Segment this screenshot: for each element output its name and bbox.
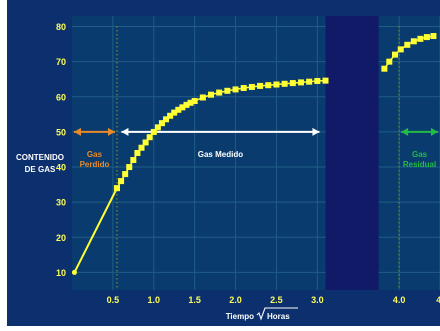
data-point (248, 83, 255, 90)
data-point (381, 65, 388, 72)
data-series (71, 33, 437, 275)
y-tick-label: 50 (56, 127, 66, 137)
x-tick-label: 0.5 (107, 295, 120, 305)
region-label-line1: Gas (412, 150, 428, 159)
data-point (171, 109, 178, 116)
region-arrowhead-right (431, 127, 438, 136)
x-tick-label: 4. (436, 295, 440, 305)
x-tick-label: 2.0 (229, 295, 242, 305)
region-label-line2: Residual (403, 160, 436, 169)
region-arrowhead-right (107, 127, 115, 136)
y-tick-label: 70 (56, 57, 66, 67)
x-tick-label: 4.0 (393, 295, 406, 305)
data-point (265, 82, 272, 89)
x-axis-title-radical: Horas (267, 312, 290, 321)
region-label-line1: Gas (87, 150, 103, 159)
data-point (430, 33, 437, 40)
data-point (423, 34, 430, 41)
data-point (118, 178, 125, 185)
x-tick-label: 1.0 (148, 295, 161, 305)
data-point (322, 77, 329, 84)
region-arrowhead-right (312, 127, 320, 136)
y-tick-labels: 10 20 30 40 50 60 70 80 (56, 22, 66, 278)
data-point (240, 85, 247, 92)
y-axis-title-line2: DE GAS (25, 165, 56, 174)
data-point (187, 99, 194, 106)
data-point (130, 157, 137, 164)
grid-lines (72, 16, 440, 290)
data-point (281, 80, 288, 87)
data-point (410, 38, 417, 45)
region-dividers (116, 26, 400, 290)
region-label-line2: Perdido (80, 160, 110, 169)
data-point (175, 106, 182, 113)
x-tick-label: 2.5 (270, 295, 283, 305)
x-axis-title-prefix: Tiempo (226, 312, 254, 321)
x-tick-label: 1.5 (188, 295, 201, 305)
y-axis-title-line1: CONTENIDO (16, 153, 64, 162)
data-point (224, 87, 231, 94)
data-point (146, 134, 153, 141)
x-tick-labels: 0.5 1.0 1.5 2.0 2.5 3.0 4.0 4. (107, 295, 440, 305)
data-point (154, 124, 161, 131)
data-point (216, 89, 223, 96)
data-point (142, 139, 149, 146)
data-point (150, 128, 157, 135)
region-label-line1: Gas Medido (198, 150, 243, 159)
data-point (257, 82, 264, 89)
data-point (417, 35, 424, 42)
region-arrowhead-left (401, 127, 409, 136)
data-point (208, 91, 215, 98)
data-point (138, 144, 145, 151)
region-arrowhead-left (121, 127, 129, 136)
data-point (126, 164, 133, 171)
y-tick-label: 80 (56, 22, 66, 32)
y-tick-label: 10 (56, 268, 66, 278)
data-point (297, 79, 304, 86)
data-point (122, 171, 129, 178)
data-point (183, 101, 190, 108)
data-point (404, 41, 411, 48)
data-point (314, 77, 321, 84)
data-point (386, 58, 393, 65)
data-point (113, 185, 120, 192)
data-point (158, 120, 165, 127)
y-tick-label: 30 (56, 198, 66, 208)
y-tick-label: 40 (56, 163, 66, 173)
data-point (199, 94, 206, 101)
data-point (289, 80, 296, 87)
gas-lost-line (73, 187, 118, 273)
y-tick-label: 20 (56, 233, 66, 243)
data-point (306, 78, 313, 85)
plot-area (72, 16, 440, 290)
data-point (134, 150, 141, 156)
square-root-sign (256, 307, 298, 321)
x-tick-label: 3.0 (311, 295, 324, 305)
data-point (397, 46, 404, 53)
y-tick-label: 60 (56, 92, 66, 102)
data-point (232, 86, 239, 93)
axis-break-band (325, 16, 379, 290)
data-point (163, 116, 170, 123)
data-point (167, 112, 174, 119)
region-arrowhead-left (74, 127, 81, 136)
data-point (392, 51, 399, 58)
data-point (273, 81, 280, 88)
data-point (71, 269, 77, 275)
data-point (191, 98, 198, 105)
data-point (179, 104, 186, 111)
